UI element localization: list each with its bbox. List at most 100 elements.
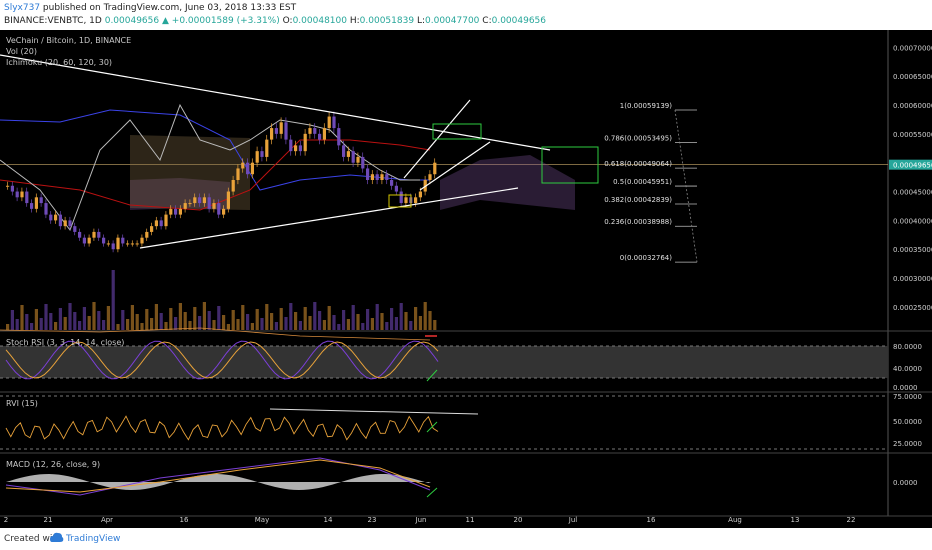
volume-bar <box>183 312 187 330</box>
volume-bar <box>212 320 216 330</box>
macd-signal-line <box>5 459 431 493</box>
time-tick-label-3: 16 <box>180 516 189 524</box>
volume-bar <box>270 313 274 330</box>
time-tick-label-0: 2 <box>4 516 8 524</box>
candle-body <box>44 203 48 215</box>
price-tick-label-8: 0.00030000 <box>893 275 932 283</box>
volume-bar <box>44 304 48 330</box>
candle-body <box>226 191 230 209</box>
chart-area[interactable]: 0.00070000 0.00065000 0.00060000 0.00055000… <box>0 30 932 528</box>
volume-bar <box>313 302 317 330</box>
candle-body <box>106 243 110 245</box>
candle-body <box>366 168 370 180</box>
ichimoku-cloud-bear <box>130 135 250 210</box>
candle-body <box>82 237 86 244</box>
candle-body <box>130 243 134 245</box>
fib-label-6: 0(0.00032764) <box>620 254 672 262</box>
candle-body <box>318 133 322 140</box>
volume-bar <box>414 307 418 330</box>
volume-bar <box>380 313 384 330</box>
volume-bar <box>226 324 230 330</box>
volume-bar <box>20 305 24 330</box>
volume-bar <box>78 321 82 330</box>
candle-body <box>394 185 398 192</box>
support-trendline <box>139 187 519 249</box>
ichimoku-legend: Ichimoku (20, 60, 120, 30) <box>6 58 113 67</box>
time-tick-label-6: 23 <box>368 516 377 524</box>
volume-bar <box>394 317 398 330</box>
volume-bar <box>130 305 134 330</box>
volume-bar <box>303 307 307 330</box>
volume-bar <box>222 315 226 330</box>
volume-bar <box>68 303 72 330</box>
main-pane-title: VeChain / Bitcoin, 1D, BINANCE <box>6 36 132 45</box>
volume-bar <box>111 270 115 330</box>
candle-body <box>78 231 82 238</box>
volume-bar <box>174 317 178 330</box>
volume-bar <box>140 323 144 330</box>
volume-bar <box>6 324 10 330</box>
time-tick-label-10: Jul <box>568 516 578 524</box>
candle-body <box>126 243 130 245</box>
candle-body <box>63 220 67 227</box>
tradingview-brand-link[interactable]: TradingView <box>66 534 121 544</box>
volume-bar <box>97 311 101 330</box>
target-box-upper <box>432 123 482 140</box>
time-tick-label-7: Jun <box>415 516 427 524</box>
volume-bar <box>169 308 173 330</box>
volume-bar <box>10 310 14 330</box>
candle-body <box>260 151 264 157</box>
volume-bar <box>159 313 163 330</box>
candle-body <box>274 128 278 134</box>
volume-bar <box>322 320 326 330</box>
volume-bar <box>106 306 110 330</box>
channel-line-lower <box>419 141 491 191</box>
rvi-tick-2: 25.0000 <box>893 440 922 448</box>
ohlc-line: BINANCE:VENBTC, 1D 0.00049656 ▲ +0.00001… <box>4 16 546 26</box>
price-tick-label-9: 0.00025000 <box>893 304 932 312</box>
footer-bar: Created with TradingView <box>0 528 932 550</box>
price-tick-label-0: 0.00070000 <box>893 44 932 52</box>
volume-bar <box>255 309 259 330</box>
volume-bar <box>231 310 235 330</box>
author-link[interactable]: Slyx737 <box>4 3 41 13</box>
candle-body <box>294 145 298 152</box>
volume-bar <box>87 316 91 330</box>
volume-bar <box>409 321 413 330</box>
volume-bar <box>145 309 149 330</box>
macd-histogram <box>6 474 431 490</box>
volume-bar <box>370 318 374 330</box>
stoch-tick-0: 80.0000 <box>893 343 922 351</box>
publish-line: Slyx737 published on TradingView.com, Ju… <box>4 3 296 13</box>
candle-body <box>270 128 274 140</box>
volume-bar <box>63 317 67 330</box>
volume-bar <box>116 324 120 330</box>
volume-bar <box>279 308 283 330</box>
candle-body <box>20 191 24 198</box>
volume-bar <box>217 306 221 330</box>
volume-bar <box>342 310 346 330</box>
macd-line <box>5 457 431 496</box>
time-tick-label-1: 21 <box>44 516 53 524</box>
volume-bar <box>318 311 322 330</box>
volume-bar <box>49 313 53 330</box>
price-tick-label-1: 0.00065000 <box>893 73 932 81</box>
time-tick-label-4: May <box>255 516 269 524</box>
candle-body <box>58 214 62 227</box>
candle-body <box>222 208 226 215</box>
volume-bar <box>298 321 302 330</box>
fib-label-3: 0.5(0.00045951) <box>613 178 672 186</box>
volume-bar <box>202 302 206 330</box>
candle-body <box>414 197 418 204</box>
price-tick-label-6: 0.00040000 <box>893 217 932 225</box>
volume-bar <box>423 302 427 330</box>
candle-body <box>284 122 288 140</box>
volume-bar <box>73 312 77 330</box>
ichimoku-base-line <box>0 109 430 191</box>
macd-arrow <box>426 487 438 498</box>
fib-label-4: 0.382(0.00042839) <box>604 196 672 204</box>
volume-bar <box>54 322 58 330</box>
candle-body <box>322 128 326 140</box>
candle-body <box>164 214 168 227</box>
candle-body <box>385 174 389 180</box>
